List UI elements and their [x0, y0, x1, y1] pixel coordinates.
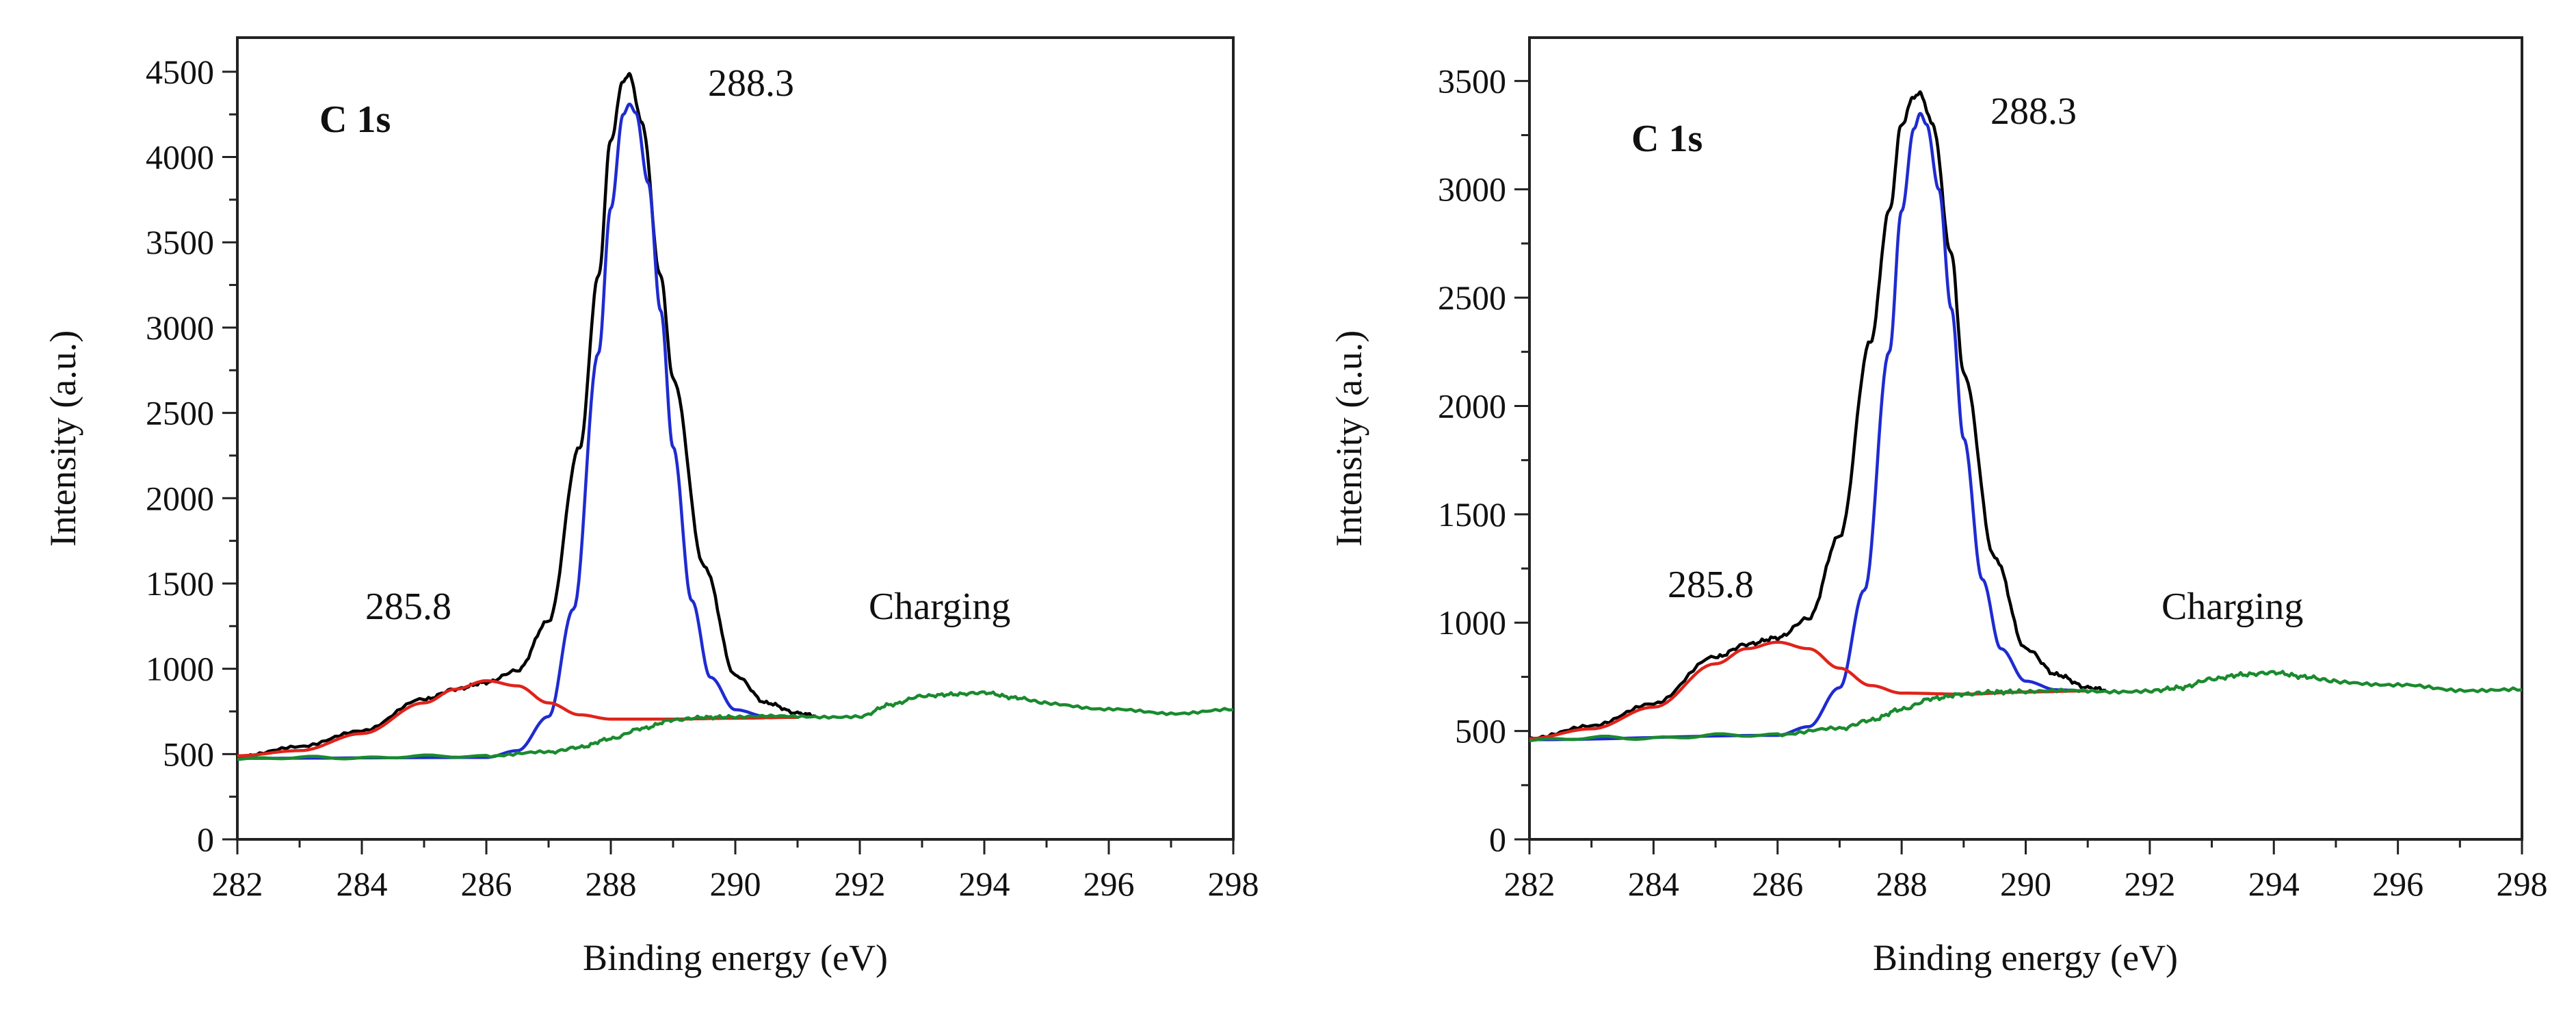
x-tick-label: 294: [2248, 865, 2300, 903]
x-axis-label: Binding energy (eV): [583, 937, 888, 978]
series-line-fit-285-8: [1529, 640, 2088, 740]
series-line-background-charging: [237, 690, 1234, 761]
y-tick-label: 4500: [146, 53, 214, 91]
y-axis-label: Intensity (a.u.): [42, 330, 83, 547]
x-tick-label: 296: [1083, 865, 1135, 903]
chart-panel-right: 282 284 286 288 290 292 294 296 298 0 500 1000 1500 2…: [1328, 36, 2548, 978]
y-tick-label: 3000: [1438, 170, 1506, 209]
chart-panel-left: 282 284 286 288 290 292 294 296 298 0 500 1000 1500 2…: [42, 36, 1259, 978]
x-tick-label: 292: [2124, 865, 2175, 903]
annotation-peak-main: 288.3: [1990, 90, 2077, 133]
y-tick-label: 2000: [1438, 386, 1506, 425]
annotation-charging: Charging: [2161, 586, 2303, 628]
series-line-fit-288-3: [1529, 112, 2088, 742]
x-axis-label: Binding energy (eV): [1873, 937, 2178, 978]
series-line-background-charging: [1529, 670, 2523, 743]
x-tick-label: 294: [959, 865, 1010, 903]
x-tick-label: 292: [834, 865, 886, 903]
series-line-fit-288-3: [237, 103, 798, 760]
annotation-peak-minor: 285.8: [1668, 564, 1754, 606]
y-tick-label: 1500: [146, 564, 214, 603]
x-tick-label: 284: [1628, 865, 1679, 903]
tick-group: 282 284 286 288 290 292 294 296 298 0 500 1000 1500 2…: [1438, 62, 2548, 903]
y-tick-label: 3500: [1438, 62, 1506, 100]
y-tick-label: 0: [197, 820, 214, 859]
x-tick-label: 284: [337, 865, 388, 903]
y-axis-label: Intensity (a.u.): [1328, 330, 1369, 547]
annotation-peak-main: 288.3: [708, 62, 794, 105]
y-tick-label: 2500: [1438, 278, 1506, 317]
y-tick-label: 1500: [1438, 495, 1506, 534]
x-tick-label: 290: [710, 865, 761, 903]
x-tick-label: 286: [461, 865, 512, 903]
x-tick-label: 282: [212, 865, 263, 903]
y-tick-label: 500: [163, 735, 214, 773]
x-tick-label: 282: [1504, 865, 1555, 903]
y-tick-label: 3000: [146, 309, 214, 347]
annotation-c1s: C 1s: [1631, 118, 1703, 160]
series-group: [1529, 90, 2523, 743]
annotation-charging: Charging: [869, 586, 1010, 628]
y-tick-label: 1000: [146, 650, 214, 688]
x-tick-label: 288: [1876, 865, 1928, 903]
y-tick-label: 1000: [1438, 603, 1506, 642]
y-tick-label: 2500: [146, 394, 214, 432]
annotation-peak-minor: 285.8: [365, 586, 451, 628]
x-tick-label: 290: [2000, 865, 2051, 903]
x-tick-label: 288: [586, 865, 637, 903]
series-line-measured: [237, 72, 817, 759]
y-tick-label: 2000: [146, 479, 214, 517]
y-tick-label: 0: [1489, 820, 1506, 859]
x-tick-label: 298: [2497, 865, 2548, 903]
series-group: [237, 72, 1234, 761]
annotation-c1s: C 1s: [319, 99, 391, 141]
tick-group: 282 284 286 288 290 292 294 296 298 0 500 1000 1500 2…: [146, 53, 1259, 903]
y-tick-label: 500: [1455, 712, 1506, 750]
series-line-measured: [1529, 90, 2107, 740]
x-tick-label: 298: [1208, 865, 1259, 903]
y-tick-label: 4000: [146, 138, 214, 176]
y-tick-label: 3500: [146, 223, 214, 261]
x-tick-label: 286: [1752, 865, 1803, 903]
x-tick-label: 296: [2372, 865, 2423, 903]
